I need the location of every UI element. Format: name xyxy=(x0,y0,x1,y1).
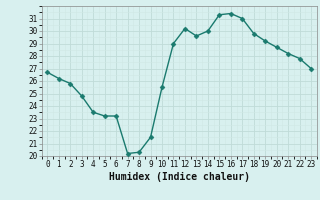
X-axis label: Humidex (Indice chaleur): Humidex (Indice chaleur) xyxy=(109,172,250,182)
